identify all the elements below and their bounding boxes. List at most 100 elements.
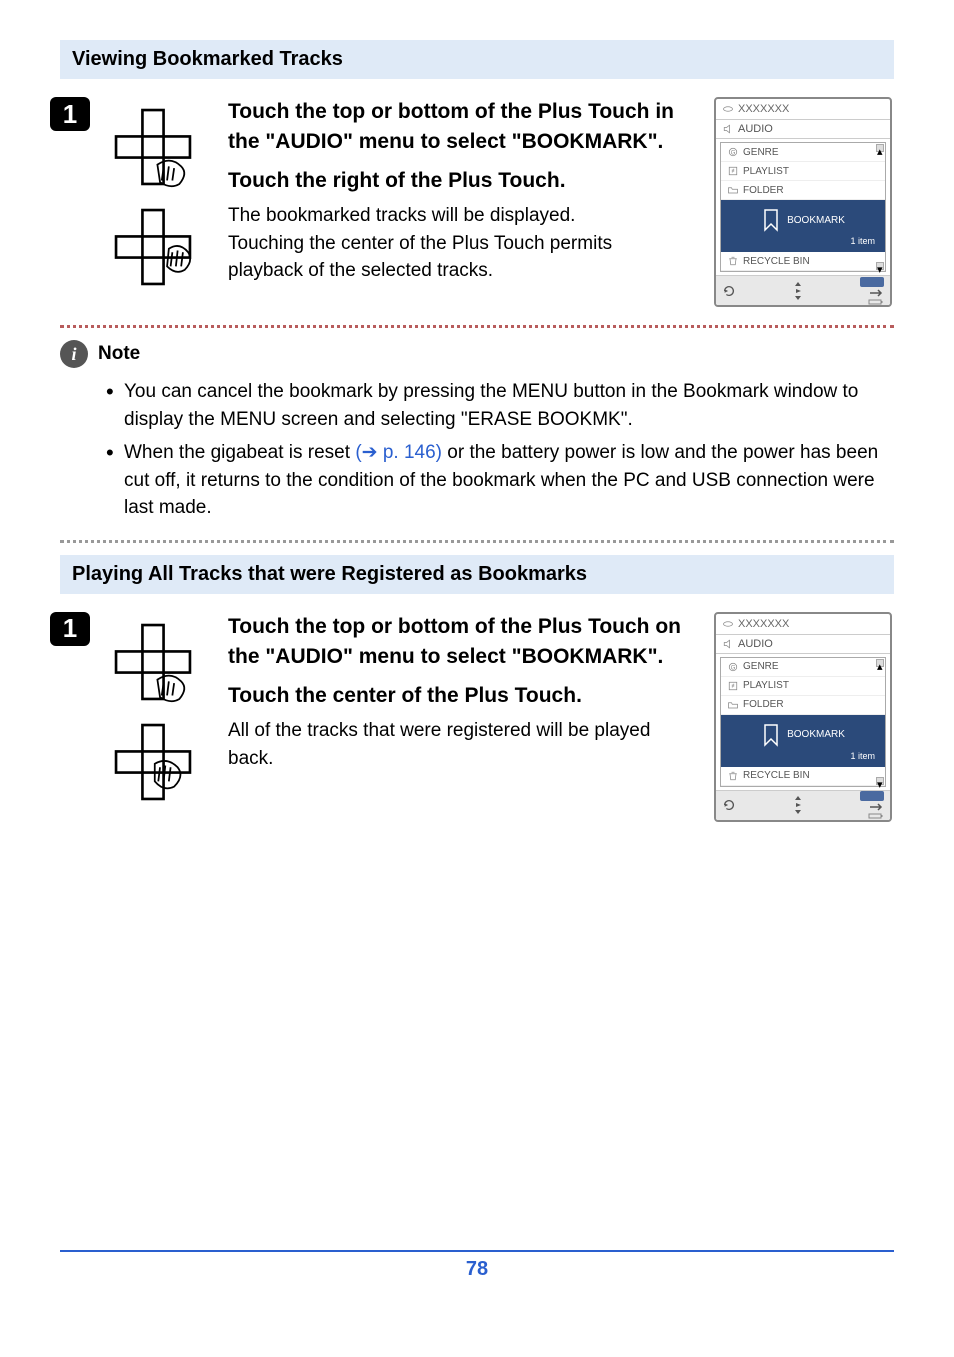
playlist-label-2: PLAYLIST: [743, 680, 789, 691]
note-title: Note: [98, 343, 140, 365]
playlist-label: PLAYLIST: [743, 166, 789, 177]
step-body-1: The bookmarked tracks will be displayed.: [228, 202, 686, 230]
info-icon: i: [60, 340, 88, 368]
gesture-icons-2: [73, 618, 197, 806]
ds-list: ▴ G GENRE PLAYLIST FOLDER BOOKMARK 1: [720, 142, 886, 272]
plus-touch-vertical-icon: [109, 103, 197, 191]
device-frame: XXXXXXX AUDIO ▴ G GENRE PLAYLIST FOLDER: [714, 97, 892, 307]
dotted-divider-top: [60, 325, 894, 328]
ds-title-row: XXXXXXX: [716, 99, 890, 120]
right-footer-group: [860, 277, 884, 305]
ds-item-playlist-2: PLAYLIST: [721, 677, 885, 696]
arrow-right-icon-2: [868, 803, 884, 811]
scrollbar-down-2: ▾: [876, 777, 884, 785]
step-title: Touch the top or bottom of the Plus Touc…: [228, 97, 686, 158]
arrow-right-icon: [868, 289, 884, 297]
step-text-2: Touch the top or bottom of the Plus Touc…: [228, 612, 696, 772]
genre-icon-2: G: [727, 661, 739, 673]
gesture-icons: [73, 103, 197, 291]
page-ref-link[interactable]: (➔ p. 146): [355, 442, 442, 463]
recycle-label-2: RECYCLE BIN: [743, 770, 810, 781]
note-item-2a: When the gigabeat is reset: [124, 442, 355, 463]
dotted-divider-bottom: [60, 540, 894, 543]
repeat-icon-2: [722, 798, 736, 812]
genre-label: GENRE: [743, 147, 779, 158]
mode-badge-2: [860, 791, 884, 801]
ds-footer: [716, 275, 890, 305]
step-block-1: 1 Touch the top or bottom of the Plus To…: [60, 97, 894, 307]
device-screen-2: XXXXXXX AUDIO ▴ G GENRE PLAYLIST FOLDER: [714, 612, 894, 822]
step-text: Touch the top or bottom of the Plus Touc…: [228, 97, 696, 285]
ds-item-bookmark-sub-2: 1 item: [721, 751, 885, 767]
dpad-icon: [785, 280, 811, 302]
ds-item-folder-2: FOLDER: [721, 696, 885, 715]
battery-icon: [868, 299, 884, 305]
svg-text:G: G: [731, 150, 736, 156]
folder-label: FOLDER: [743, 185, 784, 196]
note-header: i Note: [60, 340, 894, 368]
repeat-icon: [722, 284, 736, 298]
device-frame-2: XXXXXXX AUDIO ▴ G GENRE PLAYLIST FOLDER: [714, 612, 892, 822]
step-subtitle-2: Touch the center of the Plus Touch.: [228, 681, 686, 711]
step-body-2: Touching the center of the Plus Touch pe…: [228, 230, 686, 285]
folder-label-2: FOLDER: [743, 699, 784, 710]
scrollbar-up-2: ▴: [876, 659, 884, 667]
ds-title-text: XXXXXXX: [738, 103, 789, 115]
step-block-2: 1 Touch the top or bottom of the Plus To…: [60, 612, 894, 822]
ds-item-genre-2: G GENRE: [721, 658, 885, 677]
ds-item-genre: G GENRE: [721, 143, 885, 162]
playlist-icon-2: [727, 680, 739, 692]
folder-icon: [727, 184, 739, 196]
speaker-icon-2: [722, 638, 734, 650]
genre-label-2: GENRE: [743, 661, 779, 672]
plus-touch-center-icon: [109, 718, 197, 806]
ds-header-text-2: AUDIO: [738, 638, 773, 650]
battery-icon-2: [868, 813, 884, 819]
ds-item-bookmark-2: BOOKMARK: [721, 715, 885, 751]
bookmark-icon: [761, 208, 781, 232]
folder-icon-2: [727, 699, 739, 711]
ds-title-text-2: XXXXXXX: [738, 618, 789, 630]
right-footer-group-2: [860, 791, 884, 819]
ds-item-bookmark-sub: 1 item: [721, 236, 885, 252]
ds-item-playlist: PLAYLIST: [721, 162, 885, 181]
ds-item-bookmark: BOOKMARK: [721, 200, 885, 236]
bookmark-label: BOOKMARK: [787, 215, 845, 226]
note-item-1: You can cancel the bookmark by pressing …: [106, 378, 894, 433]
plus-touch-right-icon: [109, 203, 197, 291]
ds-item-recycle-2: RECYCLE BIN: [721, 767, 885, 786]
playlist-icon: [727, 165, 739, 177]
trash-icon-2: [727, 770, 739, 782]
section-header-playall: Playing All Tracks that were Registered …: [60, 555, 894, 594]
ds-item-folder: FOLDER: [721, 181, 885, 200]
ds-title-row-2: XXXXXXX: [716, 614, 890, 635]
scrollbar-down: ▾: [876, 262, 884, 270]
recycle-label: RECYCLE BIN: [743, 256, 810, 267]
step-subtitle: Touch the right of the Plus Touch.: [228, 166, 686, 196]
speaker-icon: [722, 123, 734, 135]
ds-list-2: ▴ G GENRE PLAYLIST FOLDER BOOKMARK 1: [720, 657, 886, 787]
trash-icon: [727, 255, 739, 267]
section-header-bookmarks: Viewing Bookmarked Tracks: [60, 40, 894, 79]
mode-badge: [860, 277, 884, 287]
scrollbar-up: ▴: [876, 144, 884, 152]
ds-header-text: AUDIO: [738, 123, 773, 135]
step-left-col: 1: [60, 97, 210, 291]
ds-item-recycle: RECYCLE BIN: [721, 252, 885, 271]
sd-icon-2: [722, 618, 734, 630]
step-title-2: Touch the top or bottom of the Plus Touc…: [228, 612, 686, 673]
ds-footer-2: [716, 790, 890, 820]
dpad-icon-2: [785, 794, 811, 816]
device-screen-1: XXXXXXX AUDIO ▴ G GENRE PLAYLIST FOLDER: [714, 97, 894, 307]
genre-icon: G: [727, 146, 739, 158]
plus-touch-vertical-icon-2: [109, 618, 197, 706]
svg-text:G: G: [731, 665, 736, 671]
step-body-3: All of the tracks that were registered w…: [228, 717, 686, 772]
note-list: You can cancel the bookmark by pressing …: [60, 378, 894, 522]
sd-icon: [722, 103, 734, 115]
ds-header-row-2: AUDIO: [716, 635, 890, 654]
note-item-2: When the gigabeat is reset (➔ p. 146) or…: [106, 439, 894, 522]
ds-header-row: AUDIO: [716, 120, 890, 139]
step-left-col-2: 1: [60, 612, 210, 806]
page-number: 78: [60, 1242, 894, 1281]
